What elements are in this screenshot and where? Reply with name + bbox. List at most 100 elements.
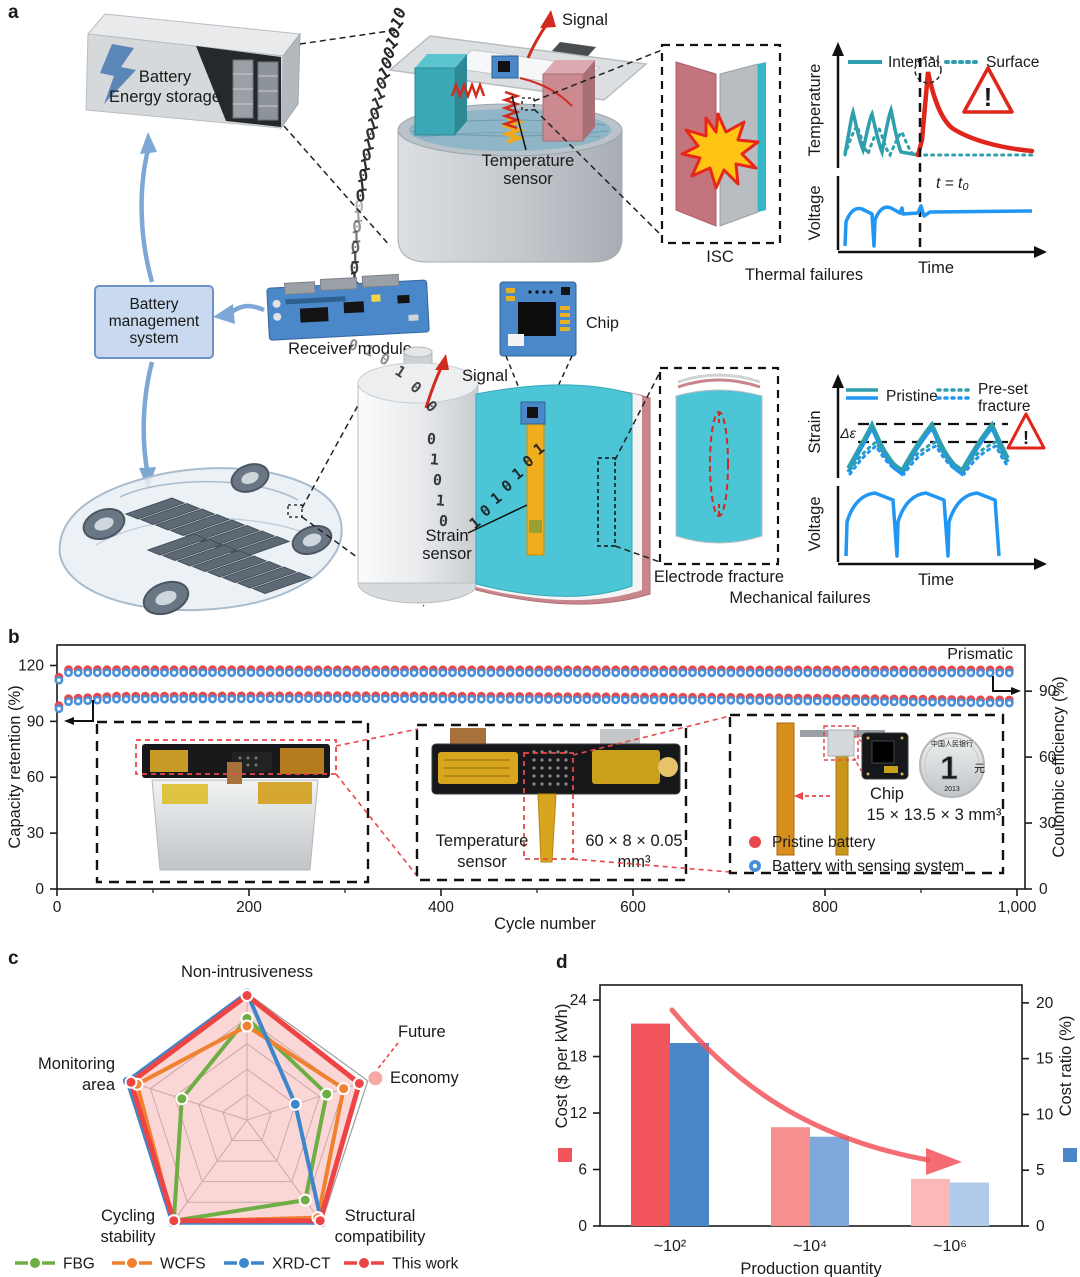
mechanical-failures-plot: Strain Pristine Pre-set fracture Δε ! Vo… xyxy=(806,374,1047,589)
y-tick-label-left: 60 xyxy=(27,769,45,786)
y-tick-label-left: 0 xyxy=(35,881,44,898)
radar-point xyxy=(288,1097,302,1111)
warning-icon: ! xyxy=(1006,412,1046,450)
receiver-module: Receiver module xyxy=(266,273,430,358)
ratio-bar xyxy=(810,1136,849,1226)
bms-label-1: Battery xyxy=(129,296,178,313)
legend-dot-pristine xyxy=(749,836,761,848)
future-point xyxy=(368,1071,383,1086)
ratio-tick-label: 15 xyxy=(1036,1051,1053,1068)
binary-digit: 1 xyxy=(435,491,446,510)
red-zoom-link xyxy=(335,773,419,878)
isc-label: ISC xyxy=(706,248,734,266)
category-label: ~10⁶ xyxy=(933,1238,967,1255)
binary-digit: 0 xyxy=(360,144,374,165)
battery-module-slat xyxy=(221,560,283,584)
y-tick-label-right: 0 xyxy=(1039,881,1048,898)
binary-digit: 0 xyxy=(432,471,443,490)
cost-ratio-axis-label: Cost ratio (%) xyxy=(1057,1016,1075,1117)
cost-bar xyxy=(771,1127,810,1226)
radar-grid-ring xyxy=(198,1068,296,1162)
coulombic-axis-label: Coulombic efficiency (%) xyxy=(1050,676,1068,857)
radar-point xyxy=(167,1214,181,1228)
sensor-dims-1: 60 × 8 × 0.05 xyxy=(585,832,682,850)
thermal-failures-caption: Thermal failures xyxy=(745,266,863,284)
voltage-sawtooth-curve xyxy=(844,491,1001,558)
coil-spring xyxy=(501,90,521,130)
panel-b-letter: b xyxy=(8,627,20,648)
battery-module-slat xyxy=(139,502,201,526)
binary-digit: 0 xyxy=(355,186,367,206)
cost-tick-label: 0 xyxy=(578,1218,587,1235)
prismatic-label: Prismatic xyxy=(947,646,1013,663)
zoom-source-marker xyxy=(597,457,616,547)
temp-sensor-label-1: Temperature xyxy=(482,152,575,170)
binary-digit: 1 xyxy=(351,227,361,246)
binary-digit: 0 xyxy=(438,512,449,531)
trend-arrow-head xyxy=(926,1148,962,1175)
electrode-sheet xyxy=(675,389,763,544)
radar-point xyxy=(352,1077,366,1090)
battery-module-slat xyxy=(146,533,208,556)
sensor-strip-photo xyxy=(776,722,795,856)
radar-axis-label: area xyxy=(82,1076,116,1094)
event-time-label: t = t₀ xyxy=(936,175,969,192)
signal-mid-label: Signal xyxy=(462,367,508,385)
chip-photo xyxy=(861,732,909,780)
y-tick-label-right: 60 xyxy=(1039,749,1057,766)
legend-label-XRD-CT: XRD-CT xyxy=(272,1256,331,1273)
receiver-module-label: Receiver module xyxy=(288,340,412,358)
battery-module-slat xyxy=(176,544,238,567)
coin-year: 2013 xyxy=(944,786,960,793)
voltage-curve xyxy=(843,204,1033,248)
panel-d: d 0 6 12 18 24 0 5 10 15 20 ~10² ~10⁴ ~10⁶ Cost ($ p… xyxy=(553,952,1077,1277)
legend-surface: Surface xyxy=(986,54,1039,71)
ratio-legend-square xyxy=(1063,1148,1077,1162)
radar-point xyxy=(175,1092,189,1106)
zoom-link-line xyxy=(301,397,363,509)
isc-inset: ISC xyxy=(660,43,782,266)
bms-box: Battery management system xyxy=(94,285,214,359)
binary-digit: 0 xyxy=(350,238,360,257)
legend-preset-1: Pre-set xyxy=(978,381,1029,398)
binary-digit: 1 xyxy=(362,134,376,155)
radar-spoke xyxy=(246,1119,323,1223)
production-quantity-label: Production quantity xyxy=(740,1260,882,1277)
bms-label-2: management xyxy=(109,313,200,330)
preset-strain-curve-teal xyxy=(848,439,1010,472)
temp-sensor-label-2: sensor xyxy=(503,170,553,188)
voltage-axis-label: Voltage xyxy=(806,185,824,240)
inset-chip-legend: 中国人民银行 1 元 2013 Chip 15 × 13.5 × 3 mm³ P… xyxy=(728,713,1005,875)
radar-point xyxy=(337,1082,351,1096)
sensor-tail xyxy=(537,793,557,863)
radar-chart: Non-intrusiveness Economy Future Structural… xyxy=(15,963,460,1273)
cost-chart: 0 6 12 18 24 0 5 10 15 20 ~10² ~10⁴ ~10⁶ xyxy=(558,984,1077,1255)
electrode-fracture-label: Electrode fracture xyxy=(654,568,784,586)
legend-marker xyxy=(30,1258,40,1268)
binary-digit: 1 xyxy=(353,207,364,227)
short-circuit-starburst xyxy=(680,112,760,190)
ratio-tick-label: 10 xyxy=(1036,1106,1054,1123)
battery-module-slat xyxy=(251,571,313,595)
binary-digit: 1 xyxy=(356,176,368,196)
svg-text:!: ! xyxy=(1023,428,1029,448)
radar-axis-label: Economy xyxy=(390,1069,460,1087)
thermal-failures-plot: Temperature Internal Surface ! t = t₀ Vo… xyxy=(806,42,1047,277)
binary-digit: 1 xyxy=(429,450,440,469)
red-zoom-link xyxy=(335,728,419,747)
y-tick-label-right: 30 xyxy=(1039,815,1057,832)
binary-digit: 0 xyxy=(426,430,437,449)
binary-stream-top: 0101001011010101010010101010 xyxy=(349,3,410,298)
coin-photo: 中国人民银行 1 元 2013 xyxy=(919,732,985,798)
zoom-link-line xyxy=(614,545,661,563)
svg-text:!: ! xyxy=(984,82,993,112)
binary-digit: 0 xyxy=(347,335,360,355)
cycle-number-label: Cycle number xyxy=(494,915,596,933)
chip-label: Chip xyxy=(586,315,619,332)
chip-graphic: Chip xyxy=(499,281,619,357)
sensor-dot-grid xyxy=(532,750,568,786)
battery-pack-modules xyxy=(124,497,313,595)
